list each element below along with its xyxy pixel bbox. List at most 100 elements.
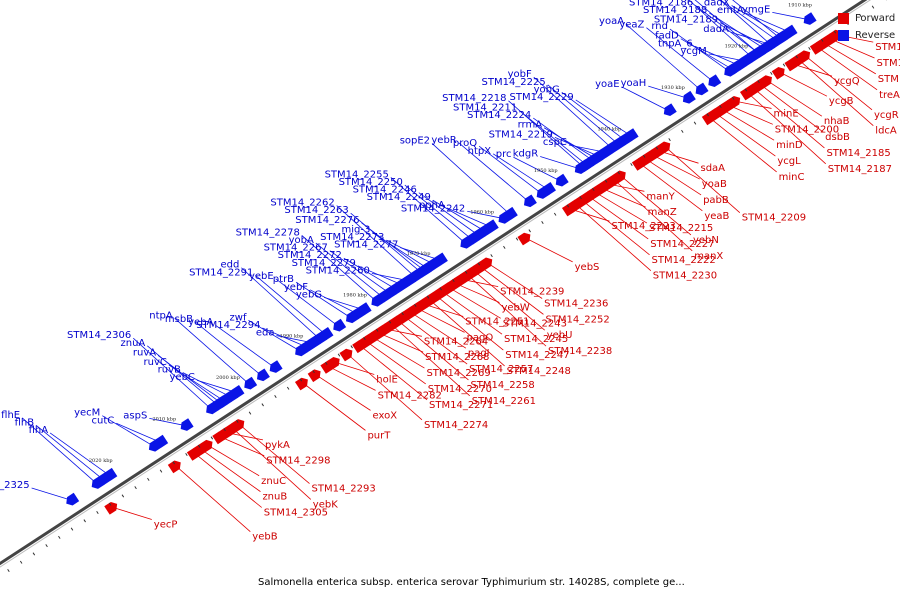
scale-tick <box>795 55 798 59</box>
gene-label: dsbB <box>825 132 850 143</box>
scale-tick <box>185 452 188 457</box>
gene-leader-line <box>798 59 874 126</box>
scale-tick <box>452 278 455 283</box>
gene-leader-line <box>295 281 352 319</box>
gene-leader-line <box>241 267 320 339</box>
gene-leader-line <box>200 448 261 492</box>
gene-label: ycgL <box>777 156 801 167</box>
scale-tick-label: 1920 kbp <box>725 44 749 50</box>
gene-arrow <box>66 492 80 506</box>
scale-tick-label: 1980 kbp <box>343 292 367 298</box>
gene-label: STM14_2282 <box>378 390 442 401</box>
gene-leader-line <box>695 5 759 54</box>
gene-leader-line <box>614 179 693 252</box>
scale-tick <box>70 527 74 531</box>
gene-label: nhaB <box>824 116 850 127</box>
gene-label: STM14_2185 <box>826 148 890 159</box>
scale-tick <box>757 80 760 84</box>
gene-arrow <box>771 66 785 80</box>
gene-leader-line <box>646 27 714 83</box>
scale-tick <box>833 30 837 34</box>
legend-forward: Forward <box>838 10 895 27</box>
gene-leader-line <box>728 104 773 125</box>
gene-leader-line <box>620 175 692 236</box>
scale-tick <box>58 535 61 539</box>
scale-tick <box>159 469 163 473</box>
gene-leader-line <box>486 262 543 299</box>
gene-leader-line <box>525 237 573 263</box>
gene-label: STM14_2258 <box>470 380 534 391</box>
gene-label: znuC <box>261 476 286 487</box>
gene-leader-line <box>804 55 873 111</box>
gene-label: STM14_2230 <box>653 271 717 282</box>
gene-leader-line <box>588 196 649 240</box>
gene-arrow <box>775 30 788 44</box>
scale-tick <box>515 237 519 241</box>
gene-leader-line <box>366 341 426 385</box>
gene-leader-line <box>719 22 768 47</box>
gene-leader-line <box>540 156 581 170</box>
gene-leader-line <box>694 45 740 66</box>
gene-label: flhE <box>1 410 20 421</box>
gene-arrow <box>708 74 722 88</box>
gene-leader-line <box>423 303 464 317</box>
scale-tick-label: 1940 kbp <box>597 127 621 133</box>
gene-label: yeaZ <box>619 20 644 31</box>
gene-leader-line <box>760 84 824 133</box>
gene-arrow <box>180 418 194 431</box>
gene-leader-line <box>248 320 301 352</box>
gene-label: STM14_2268 <box>425 352 489 363</box>
gene-leader-line <box>766 80 823 117</box>
gene-leader-line <box>275 278 339 327</box>
gene-leader-line <box>722 109 775 141</box>
scale-tick <box>706 113 709 117</box>
gene-leader-line <box>133 337 212 410</box>
gene-label: flhA <box>29 425 49 436</box>
gene-arrow <box>148 438 162 452</box>
gene-label: yebG <box>296 289 322 300</box>
gene-leader-line <box>715 113 776 157</box>
gene-leader-line <box>645 158 702 196</box>
gene-label: STM14_2171 <box>878 74 900 85</box>
gene-label: STM14_2263 <box>284 205 348 216</box>
gene-leader-line <box>533 76 612 149</box>
gene-label: STM14_2272 <box>278 250 342 261</box>
gene-leader-line <box>359 345 428 401</box>
scale-tick <box>172 461 175 465</box>
gene-arrow <box>307 369 321 383</box>
gene-label: STM14_2267 <box>264 243 328 254</box>
scale-tick-label: 1990 kbp <box>280 334 304 340</box>
gene-label: pagO <box>467 332 494 343</box>
gene-leader-line <box>116 422 161 443</box>
gene-label: STM14_2169 <box>875 42 900 53</box>
gene-leader-line <box>680 38 733 70</box>
gene-arrow <box>498 211 512 224</box>
gene-label: emtA <box>717 5 744 16</box>
gene-label: STM14_2277 <box>334 240 398 251</box>
gene-leader-line <box>350 212 422 273</box>
scale-tick <box>312 370 315 374</box>
legend-forward-label: Forward <box>855 13 896 24</box>
gene-leader-line <box>262 327 307 348</box>
gene-leader-line <box>492 153 549 190</box>
gene-leader-line <box>238 423 310 484</box>
gene-label: sdaA <box>701 163 726 174</box>
gene-label: STM14_2170 <box>877 58 900 69</box>
gene-arrow <box>784 58 798 72</box>
gene-leader-line <box>478 145 543 195</box>
gene-arrow <box>809 42 823 55</box>
gene-leader-line <box>669 28 730 72</box>
scale-tick <box>337 353 341 357</box>
gene-label: ldcA <box>875 126 897 137</box>
gene-leader-line <box>664 146 741 213</box>
gene-label: yoaA <box>599 16 624 27</box>
gene-leader-line <box>182 372 231 398</box>
gene-label: STM14_2227 <box>650 239 714 250</box>
gene-arrow <box>212 431 226 445</box>
gene-leader-line <box>418 192 479 236</box>
reverse-gene-labels: ymgEemtAdadXSTM14_2180ycgNSTM14_2198dadA… <box>0 0 770 491</box>
gene-leader-line <box>792 63 833 77</box>
gene-leader-line <box>429 299 505 367</box>
gene-label: STM14_2188 <box>643 5 707 16</box>
